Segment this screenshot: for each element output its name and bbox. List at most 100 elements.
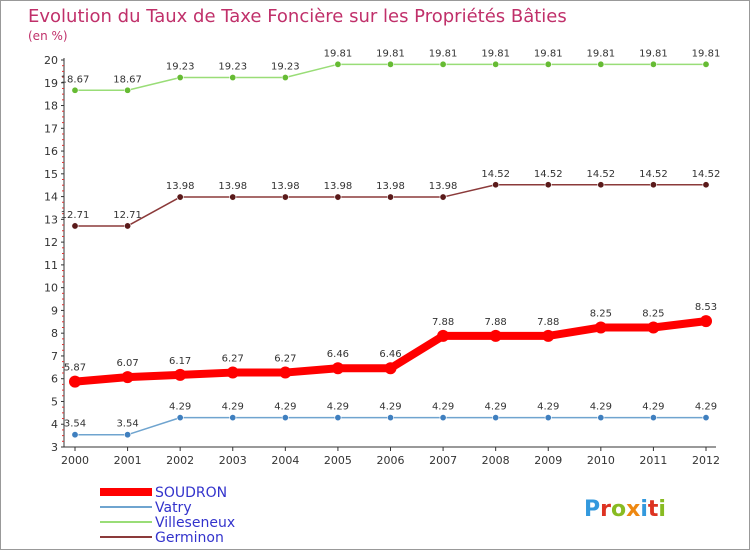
data-point <box>492 181 500 189</box>
data-label: 4.29 <box>642 402 664 413</box>
data-point <box>71 222 79 230</box>
data-point <box>229 74 237 82</box>
data-point <box>384 362 397 375</box>
data-label: 7.88 <box>432 317 454 328</box>
data-label: 19.81 <box>587 48 616 59</box>
data-point <box>334 60 342 68</box>
data-point <box>649 414 657 422</box>
data-label: 3.54 <box>64 419 86 430</box>
data-label: 13.98 <box>429 181 458 192</box>
data-label: 14.52 <box>692 169 721 180</box>
logo-letter: x <box>626 497 640 522</box>
data-label: 4.29 <box>222 402 244 413</box>
data-point <box>492 414 500 422</box>
data-point <box>334 193 342 201</box>
data-label: 8.25 <box>642 308 664 319</box>
x-tick-label: 2005 <box>324 454 352 467</box>
data-label: 6.27 <box>222 354 244 365</box>
y-tick-label: 16 <box>44 145 58 158</box>
data-point <box>597 60 605 68</box>
data-point <box>386 193 394 201</box>
data-point <box>281 74 289 82</box>
data-label: 12.71 <box>113 210 142 221</box>
x-tick-label: 2006 <box>377 454 405 467</box>
data-label: 19.81 <box>376 48 405 59</box>
data-label: 12.71 <box>61 210 90 221</box>
y-tick-label: 20 <box>44 54 58 67</box>
data-point <box>174 368 187 381</box>
axes: 3 4 5 6 7 8 9 10 11 12 13 14 15 16 17 18 19 20 2000 2001 200… <box>44 54 720 467</box>
data-point <box>437 329 450 342</box>
data-label: 8.25 <box>590 308 612 319</box>
data-point <box>544 60 552 68</box>
data-point <box>229 414 237 422</box>
logo-letter: P <box>584 497 600 522</box>
legend-label: Germinon <box>155 530 224 546</box>
data-label: 19.23 <box>218 62 247 73</box>
y-tick-label: 17 <box>44 122 58 135</box>
legend-label: SOUDRON <box>155 485 227 501</box>
data-label: 6.07 <box>116 358 138 369</box>
data-point <box>649 60 657 68</box>
data-point <box>334 414 342 422</box>
data-point <box>702 414 710 422</box>
data-point <box>700 315 712 328</box>
data-point <box>439 193 447 201</box>
data-point <box>647 321 660 334</box>
data-label: 19.81 <box>481 48 510 59</box>
x-tick-label: 2010 <box>587 454 615 467</box>
y-tick-label: 5 <box>51 395 58 408</box>
y-tick-label: 11 <box>44 259 58 272</box>
x-tick-label: 2003 <box>219 454 247 467</box>
data-label: 4.29 <box>274 402 296 413</box>
x-tick-label: 2012 <box>692 454 720 467</box>
data-label: 4.29 <box>537 402 559 413</box>
data-label: 8.53 <box>695 302 717 313</box>
data-point <box>226 366 239 379</box>
x-tick-label: 2002 <box>166 454 194 467</box>
data-label: 19.81 <box>639 48 668 59</box>
data-label: 14.52 <box>639 169 668 180</box>
data-point <box>121 371 134 384</box>
data-label: 4.29 <box>485 402 507 413</box>
chart-subtitle: (en %) <box>28 29 68 43</box>
data-point <box>386 60 394 68</box>
data-label: 18.67 <box>61 74 90 85</box>
data-label: 14.52 <box>534 169 563 180</box>
proxiti-logo: Proxiti <box>584 497 666 522</box>
data-label: 19.23 <box>166 62 195 73</box>
data-label: 13.98 <box>324 181 353 192</box>
x-tick-label: 2000 <box>61 454 89 467</box>
data-label: 13.98 <box>166 181 195 192</box>
data-point <box>124 431 132 439</box>
data-point <box>281 414 289 422</box>
data-point <box>279 366 292 379</box>
legend-label: Villeseneux <box>155 515 235 531</box>
y-tick-label: 6 <box>51 373 58 386</box>
data-label: 14.52 <box>481 169 510 180</box>
data-point <box>124 86 132 94</box>
data-point <box>439 414 447 422</box>
data-label: 6.27 <box>274 354 296 365</box>
x-tick-label: 2007 <box>429 454 457 467</box>
data-point <box>69 375 81 388</box>
data-point <box>492 60 500 68</box>
data-point <box>176 414 184 422</box>
y-tick-label: 7 <box>51 350 58 363</box>
y-tick-label: 4 <box>51 418 58 431</box>
data-label: 4.29 <box>169 402 191 413</box>
data-point <box>71 431 79 439</box>
x-tick-label: 2011 <box>639 454 667 467</box>
y-tick-label: 18 <box>44 100 58 113</box>
data-label: 19.81 <box>692 48 721 59</box>
data-label: 3.54 <box>116 419 138 430</box>
data-point <box>71 86 79 94</box>
series-layer <box>69 60 712 439</box>
data-point <box>331 362 344 375</box>
data-label: 7.88 <box>537 317 559 328</box>
data-point <box>542 329 555 342</box>
data-label: 13.98 <box>271 181 300 192</box>
